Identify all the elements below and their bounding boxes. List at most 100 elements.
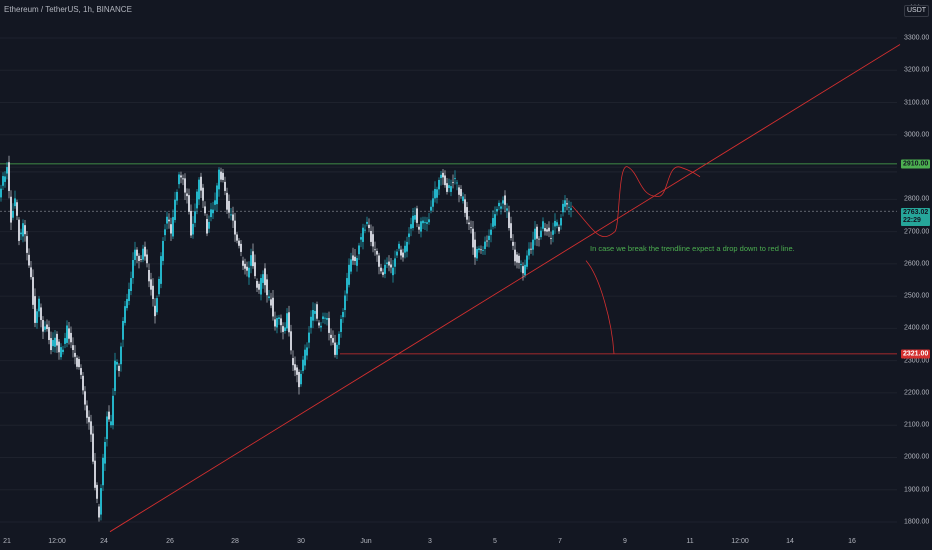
time-tick-label: 12:00 bbox=[731, 538, 749, 545]
candle-body bbox=[262, 274, 264, 283]
candle-body bbox=[490, 229, 492, 235]
candle-body bbox=[392, 267, 394, 276]
candle-body bbox=[508, 212, 510, 229]
candle-body bbox=[176, 191, 178, 201]
candle-body bbox=[524, 264, 526, 276]
candle-body bbox=[448, 185, 450, 189]
candle-body bbox=[38, 298, 40, 312]
candle-body bbox=[398, 243, 400, 249]
candle-body bbox=[318, 322, 320, 326]
candle-body bbox=[348, 264, 350, 285]
candle-body bbox=[70, 332, 72, 343]
candle-body bbox=[558, 227, 560, 232]
time-tick-label: 12:00 bbox=[48, 538, 66, 545]
candle-body bbox=[436, 189, 438, 198]
time-tick-label: Jun bbox=[360, 538, 372, 545]
candle-body bbox=[564, 200, 566, 207]
candle-body bbox=[218, 169, 220, 190]
candle-body bbox=[120, 346, 122, 365]
candle-body bbox=[308, 332, 310, 343]
trade-annotation[interactable]: In case we break the trendline expect a … bbox=[590, 244, 795, 253]
candle-body bbox=[458, 187, 460, 195]
candle-body bbox=[100, 488, 102, 515]
candle-body bbox=[292, 358, 294, 366]
time-tick-label: 28 bbox=[231, 538, 239, 545]
candle-body bbox=[160, 256, 162, 284]
candle-body bbox=[164, 229, 166, 236]
candle-body bbox=[76, 357, 78, 367]
candle-body bbox=[370, 230, 372, 242]
candle-body bbox=[426, 222, 428, 224]
candle-body bbox=[390, 264, 392, 268]
candle-body bbox=[98, 506, 100, 518]
candle-body bbox=[14, 198, 16, 207]
candle-body bbox=[216, 185, 218, 205]
candle-body bbox=[274, 319, 276, 327]
candle-body bbox=[192, 223, 194, 235]
candle-body bbox=[404, 245, 406, 253]
candle-body bbox=[122, 320, 124, 340]
price-tick-label: 1900.00 bbox=[904, 486, 930, 494]
price-tick-label: 3100.00 bbox=[904, 99, 930, 107]
candle-body bbox=[368, 224, 370, 229]
candle-body bbox=[200, 176, 202, 191]
candle-body bbox=[374, 249, 376, 251]
candle-body bbox=[58, 341, 60, 353]
candle-body bbox=[118, 365, 120, 371]
candle-body bbox=[360, 237, 362, 240]
price-tick-label: 2600.00 bbox=[904, 260, 930, 268]
candle-body bbox=[90, 421, 92, 435]
candle-body bbox=[494, 214, 496, 226]
candle-body bbox=[522, 266, 524, 274]
candle-body bbox=[424, 221, 426, 223]
candle-body bbox=[84, 391, 86, 405]
candle-body bbox=[238, 240, 240, 246]
candle-body bbox=[108, 411, 110, 420]
candle-body bbox=[456, 182, 458, 184]
candle-body bbox=[352, 255, 354, 261]
candle-body bbox=[440, 174, 442, 179]
candle-body bbox=[230, 214, 232, 216]
candle-body bbox=[416, 208, 418, 223]
candle-body bbox=[372, 234, 374, 247]
candle-body bbox=[28, 254, 30, 266]
candle-body bbox=[258, 283, 260, 290]
candle-body bbox=[256, 280, 258, 288]
candle-body bbox=[104, 441, 106, 464]
time-tick-label: 30 bbox=[297, 538, 305, 545]
candle-body bbox=[534, 228, 536, 240]
time-tick-label: 26 bbox=[166, 538, 174, 545]
candle-body bbox=[358, 245, 360, 255]
candle-body bbox=[156, 298, 158, 313]
candle-body bbox=[560, 218, 562, 226]
price-tick-label: 3000.00 bbox=[904, 131, 930, 139]
candle-body bbox=[306, 347, 308, 356]
candle-body bbox=[418, 226, 420, 230]
candle-body bbox=[500, 206, 502, 209]
currency-button[interactable]: USDT bbox=[904, 5, 930, 17]
candle-body bbox=[362, 227, 364, 242]
candle-body bbox=[208, 221, 210, 229]
candle-body bbox=[116, 361, 118, 365]
candle-body bbox=[240, 243, 242, 252]
candle-body bbox=[2, 176, 4, 186]
trendline bbox=[109, 44, 901, 533]
candle-body bbox=[396, 251, 398, 256]
candle-body bbox=[346, 278, 348, 294]
candle-body bbox=[502, 200, 504, 204]
candle-body bbox=[518, 255, 520, 263]
current-price-value: 2763.02 bbox=[903, 209, 929, 216]
candle-body bbox=[8, 162, 10, 191]
candle-body bbox=[464, 199, 466, 213]
candle-body bbox=[408, 233, 410, 238]
more-dots-icon[interactable]: ··· bbox=[910, 0, 921, 9]
candle-body bbox=[92, 433, 94, 462]
candle-body bbox=[152, 285, 154, 300]
candle-body bbox=[430, 206, 432, 211]
candle-body bbox=[136, 249, 138, 256]
candle-body bbox=[310, 316, 312, 328]
candle-body bbox=[46, 324, 48, 330]
candle-body bbox=[62, 349, 64, 352]
